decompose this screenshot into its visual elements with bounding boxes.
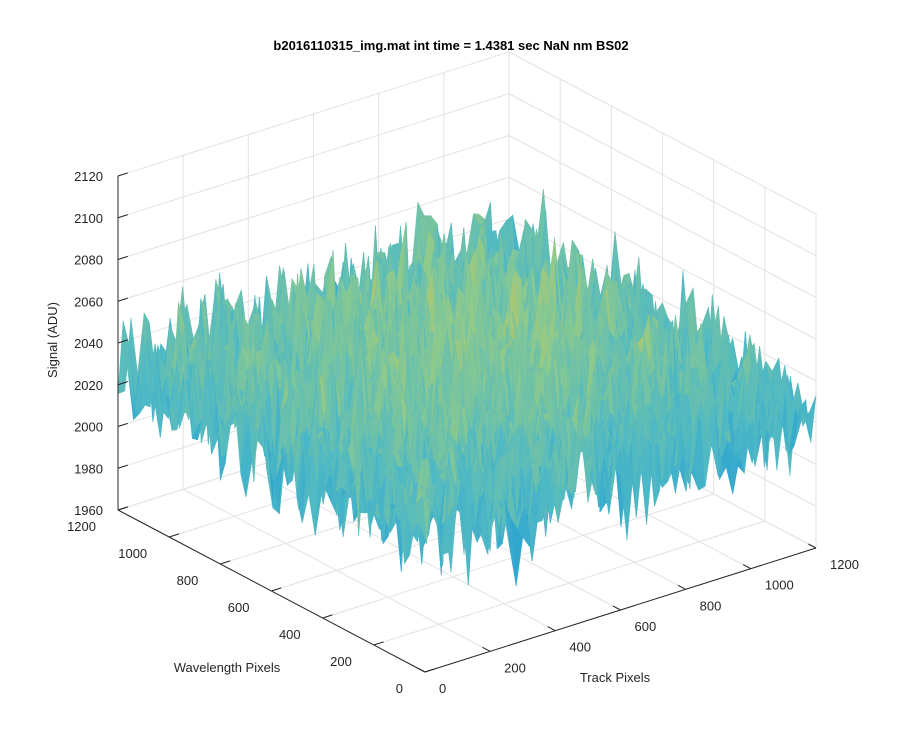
side-wall-grid-line xyxy=(508,93,817,257)
y-tick-mark xyxy=(220,560,231,565)
x-tick-label: 200 xyxy=(504,660,526,675)
y-tick-label: 1000 xyxy=(118,546,147,561)
z-tick-mark xyxy=(117,506,128,511)
y-tick-label: 200 xyxy=(330,654,352,669)
y-tick-label: 800 xyxy=(177,573,199,588)
z-tick-mark xyxy=(117,214,128,219)
z-tick-label: 2040 xyxy=(74,336,103,351)
z-tick-label: 2020 xyxy=(74,378,103,393)
y-tick-label: 600 xyxy=(228,600,250,615)
y-tick-label: 0 xyxy=(396,681,403,696)
x-tick-mark xyxy=(742,564,752,570)
x-tick-mark xyxy=(808,543,817,549)
x-tick-mark xyxy=(612,605,621,611)
z-tick-mark xyxy=(117,422,128,427)
z-tick-mark xyxy=(117,381,128,386)
y-tick-mark xyxy=(424,668,435,673)
x-tick-label: 1200 xyxy=(830,557,859,572)
z-tick-label: 1980 xyxy=(74,461,103,476)
z-tick-mark xyxy=(117,339,128,344)
surface-facet xyxy=(804,395,817,443)
x-tick-mark xyxy=(677,584,686,590)
z-tick-mark xyxy=(117,464,128,469)
z-axis-label: Signal (ADU) xyxy=(45,302,60,378)
z-tick-mark xyxy=(117,297,128,302)
y-tick-mark xyxy=(271,587,282,592)
surface-mesh xyxy=(117,189,817,587)
back-wall-grid-line xyxy=(117,93,510,219)
y-tick-label: 1200 xyxy=(67,519,96,534)
back-wall-grid-line xyxy=(117,51,510,177)
z-tick-label: 2080 xyxy=(74,253,103,268)
x-tick-mark xyxy=(547,626,556,632)
z-tick-label: 2060 xyxy=(74,294,103,309)
back-wall-grid-line xyxy=(117,176,510,302)
z-tick-label: 2120 xyxy=(74,169,103,184)
x-tick-label: 400 xyxy=(569,640,591,655)
x-tick-label: 0 xyxy=(439,681,446,696)
x-tick-label: 600 xyxy=(635,619,657,634)
floor-grid-line xyxy=(373,520,765,646)
x-tick-mark xyxy=(417,667,426,673)
y-tick-label: 400 xyxy=(279,627,301,642)
z-tick-mark xyxy=(117,255,128,260)
tick-marks: 0 200 400 600 800 1000 1200 0 200 400 600 800 1000 12… xyxy=(67,169,859,696)
z-tick-label: 2000 xyxy=(74,420,103,435)
back-wall-grid-line xyxy=(117,135,510,260)
side-wall-grid-line xyxy=(508,51,817,215)
x-tick-label: 1000 xyxy=(765,578,794,593)
side-wall-grid-line xyxy=(508,135,817,298)
x-tick-label: 800 xyxy=(700,598,722,613)
chart-title: b2016110315_img.mat int time = 1.4381 se… xyxy=(273,38,628,53)
x-axis-label: Track Pixels xyxy=(580,670,651,685)
y-tick-mark xyxy=(373,641,384,646)
z-tick-label: 2100 xyxy=(74,211,103,226)
y-axis-label: Wavelength Pixels xyxy=(174,660,281,675)
z-tick-label: 1960 xyxy=(74,503,103,518)
y-tick-mark xyxy=(322,614,333,619)
z-tick-mark xyxy=(117,172,128,177)
y-tick-mark xyxy=(169,533,180,538)
x-tick-mark xyxy=(482,646,491,652)
side-wall-grid-line xyxy=(508,176,817,340)
side-wall-grid-line xyxy=(508,218,817,382)
